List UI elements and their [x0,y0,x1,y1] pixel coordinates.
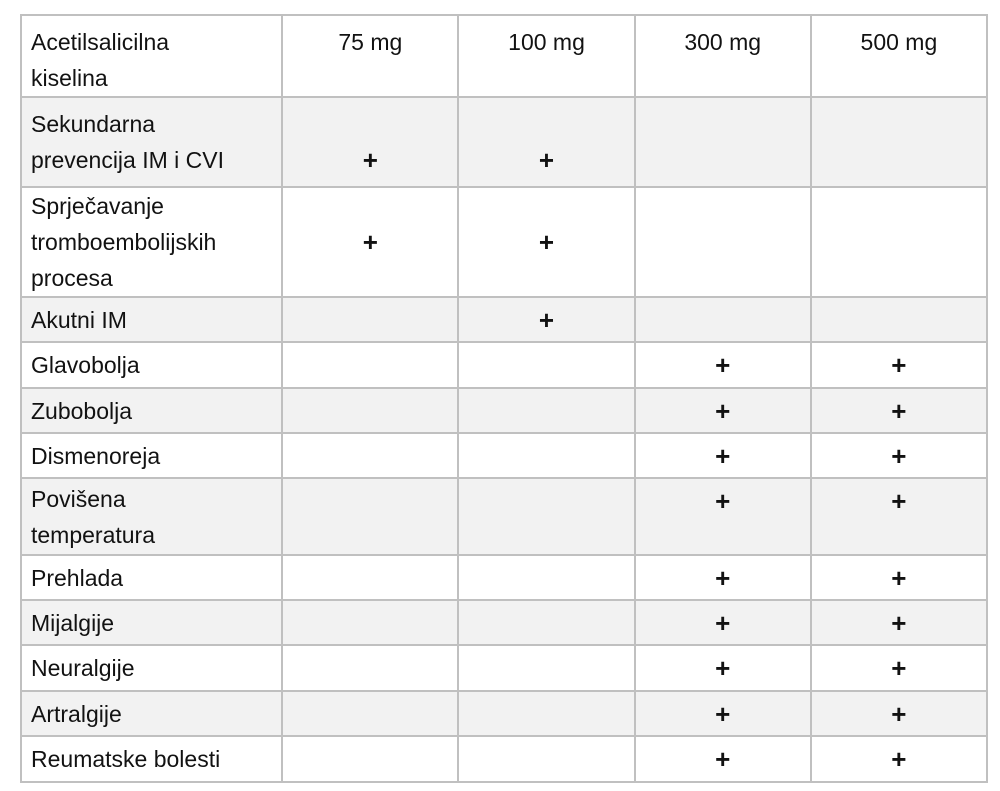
dose-header-500mg: 500 mg [809,14,989,98]
row-label: Zubobolja [19,387,284,434]
dose-cell-100mg: + [457,96,636,188]
row-label: Dismenoreja [19,432,284,479]
dose-cell-75mg [281,690,460,737]
table-row: Dismenoreja + + [19,432,989,479]
dose-cell-500mg: + [809,387,989,434]
dose-cell-75mg [281,387,460,434]
dose-cell-75mg [281,296,460,343]
dose-cell-100mg [457,599,636,646]
row-label: Prehlada [19,554,284,601]
dose-cell-500mg: + [809,432,989,479]
table-row: Zubobolja + + [19,387,989,434]
dose-cell-75mg: + [281,186,460,298]
table-row: Glavobolja + + [19,341,989,389]
table-row: Reumatske bolesti + + [19,735,989,783]
dose-cell-75mg [281,477,460,556]
row-label: Artralgije [19,690,284,737]
dose-cell-100mg [457,690,636,737]
dose-cell-300mg: + [633,387,812,434]
dose-cell-75mg [281,554,460,601]
row-label: Sprječavanje tromboembolijskih procesa [19,186,284,298]
dosage-table: Acetilsalicilna kiselina 75 mg 100 mg 30… [19,14,989,783]
dose-cell-100mg [457,554,636,601]
header-row: Acetilsalicilna kiselina 75 mg 100 mg 30… [19,14,989,98]
dose-cell-300mg: + [633,477,812,556]
dose-cell-75mg [281,341,460,389]
table-row: Sekundarna prevencija IM i CVI + + [19,96,989,188]
dose-cell-75mg: + [281,96,460,188]
dose-cell-500mg: + [809,599,989,646]
dose-cell-500mg: + [809,477,989,556]
table-row: Akutni IM + [19,296,989,343]
drug-name-header: Acetilsalicilna kiselina [19,14,284,98]
dose-cell-75mg [281,735,460,783]
dose-cell-100mg [457,477,636,556]
row-label: Povišena temperatura [19,477,284,556]
dose-cell-75mg [281,432,460,479]
table-row: Neuralgije + + [19,644,989,692]
row-label: Reumatske bolesti [19,735,284,783]
dose-cell-100mg [457,432,636,479]
dose-cell-300mg [633,96,812,188]
dose-cell-300mg: + [633,644,812,692]
dose-cell-100mg [457,644,636,692]
row-label: Glavobolja [19,341,284,389]
dose-cell-500mg: + [809,735,989,783]
row-label: Mijalgije [19,599,284,646]
dose-cell-500mg: + [809,341,989,389]
dose-header-100mg: 100 mg [457,14,636,98]
dose-cell-300mg: + [633,341,812,389]
table-row: Sprječavanje tromboembolijskih procesa +… [19,186,989,298]
table-row: Prehlada + + [19,554,989,601]
row-label: Sekundarna prevencija IM i CVI [19,96,284,188]
dose-cell-500mg [809,96,989,188]
dose-cell-300mg: + [633,690,812,737]
dose-cell-300mg [633,186,812,298]
dose-header-300mg: 300 mg [633,14,812,98]
dose-cell-500mg: + [809,644,989,692]
dose-cell-300mg: + [633,554,812,601]
dose-header-75mg: 75 mg [281,14,460,98]
dose-cell-100mg: + [457,186,636,298]
row-label: Neuralgije [19,644,284,692]
dose-cell-100mg [457,735,636,783]
dose-cell-100mg: + [457,296,636,343]
table-row: Artralgije + + [19,690,989,737]
dose-cell-100mg [457,341,636,389]
row-label: Akutni IM [19,296,284,343]
dose-cell-500mg [809,296,989,343]
dose-cell-500mg: + [809,690,989,737]
table-row: Povišena temperatura + + [19,477,989,556]
dose-cell-300mg [633,296,812,343]
dose-cell-100mg [457,387,636,434]
dose-cell-300mg: + [633,432,812,479]
dose-cell-500mg [809,186,989,298]
dose-cell-75mg [281,599,460,646]
dose-cell-300mg: + [633,599,812,646]
dose-cell-75mg [281,644,460,692]
dose-cell-500mg: + [809,554,989,601]
table-row: Mijalgije + + [19,599,989,646]
dose-cell-300mg: + [633,735,812,783]
